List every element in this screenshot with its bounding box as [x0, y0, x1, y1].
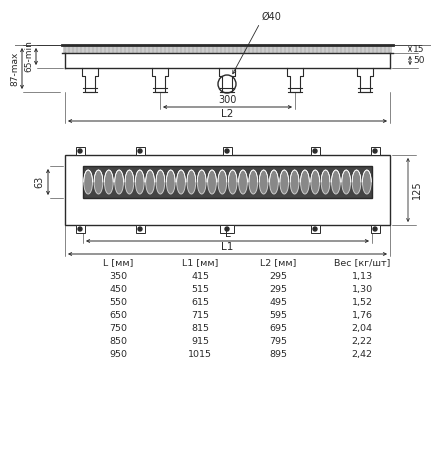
- Text: 795: 795: [269, 337, 287, 346]
- Ellipse shape: [166, 170, 175, 194]
- Ellipse shape: [259, 170, 268, 194]
- Text: 65-min: 65-min: [24, 40, 33, 72]
- Text: 495: 495: [269, 298, 287, 307]
- Text: 515: 515: [191, 285, 209, 294]
- Text: 2,22: 2,22: [351, 337, 372, 346]
- Circle shape: [78, 227, 82, 231]
- Ellipse shape: [249, 170, 258, 194]
- Text: 815: 815: [191, 324, 209, 333]
- Bar: [83, 166, 372, 198]
- Text: L1 [мм]: L1 [мм]: [182, 258, 218, 267]
- Text: 1,13: 1,13: [351, 272, 372, 281]
- Text: Вес [кг/шт]: Вес [кг/шт]: [334, 258, 390, 267]
- Text: Ø40: Ø40: [262, 12, 282, 22]
- Text: 15: 15: [413, 45, 425, 54]
- Text: 1,52: 1,52: [351, 298, 372, 307]
- Ellipse shape: [363, 170, 371, 194]
- Text: L: L: [225, 229, 231, 239]
- Text: 2,04: 2,04: [351, 324, 372, 333]
- Text: 550: 550: [109, 298, 127, 307]
- Ellipse shape: [239, 170, 248, 194]
- Ellipse shape: [321, 170, 330, 194]
- Text: 895: 895: [269, 350, 287, 359]
- Ellipse shape: [311, 170, 320, 194]
- Text: 950: 950: [109, 350, 127, 359]
- Ellipse shape: [280, 170, 289, 194]
- Ellipse shape: [146, 170, 154, 194]
- Ellipse shape: [352, 170, 361, 194]
- Ellipse shape: [269, 170, 278, 194]
- Ellipse shape: [104, 170, 113, 194]
- Circle shape: [225, 149, 229, 153]
- Text: L1: L1: [221, 242, 234, 252]
- Circle shape: [78, 149, 82, 153]
- Ellipse shape: [115, 170, 124, 194]
- Ellipse shape: [208, 170, 216, 194]
- Text: L2: L2: [221, 109, 234, 119]
- Text: 87-max: 87-max: [10, 51, 19, 86]
- Text: 750: 750: [109, 324, 127, 333]
- Circle shape: [138, 149, 142, 153]
- Ellipse shape: [156, 170, 165, 194]
- Ellipse shape: [342, 170, 351, 194]
- Ellipse shape: [197, 170, 206, 194]
- Text: 350: 350: [109, 272, 127, 281]
- Bar: [371, 225, 380, 233]
- Bar: [76, 147, 85, 155]
- Bar: [63, 45, 392, 53]
- Ellipse shape: [290, 170, 299, 194]
- Ellipse shape: [187, 170, 196, 194]
- Text: L [мм]: L [мм]: [103, 258, 133, 267]
- Ellipse shape: [125, 170, 134, 194]
- Circle shape: [373, 227, 377, 231]
- Text: 450: 450: [109, 285, 127, 294]
- Bar: [223, 225, 232, 233]
- Bar: [65, 155, 390, 225]
- Ellipse shape: [331, 170, 340, 194]
- Text: 295: 295: [269, 272, 287, 281]
- Bar: [311, 225, 320, 233]
- Ellipse shape: [228, 170, 237, 194]
- Text: 125: 125: [412, 181, 422, 199]
- Bar: [136, 147, 145, 155]
- Bar: [76, 225, 85, 233]
- Text: 2,42: 2,42: [351, 350, 372, 359]
- Text: 295: 295: [269, 285, 287, 294]
- Ellipse shape: [301, 170, 309, 194]
- Bar: [311, 147, 320, 155]
- Text: 300: 300: [218, 95, 237, 105]
- Bar: [371, 147, 380, 155]
- Ellipse shape: [84, 170, 93, 194]
- Text: L2 [мм]: L2 [мм]: [260, 258, 296, 267]
- Bar: [220, 225, 234, 233]
- Text: 915: 915: [191, 337, 209, 346]
- Text: 715: 715: [191, 311, 209, 320]
- Bar: [223, 147, 232, 155]
- Ellipse shape: [136, 170, 144, 194]
- Text: 415: 415: [191, 272, 209, 281]
- Bar: [136, 225, 145, 233]
- Text: 595: 595: [269, 311, 287, 320]
- Circle shape: [373, 149, 377, 153]
- Ellipse shape: [177, 170, 186, 194]
- Text: 1,30: 1,30: [351, 285, 372, 294]
- Text: 850: 850: [109, 337, 127, 346]
- Ellipse shape: [218, 170, 227, 194]
- Ellipse shape: [94, 170, 103, 194]
- Circle shape: [313, 149, 317, 153]
- Text: 650: 650: [109, 311, 127, 320]
- Text: 1015: 1015: [188, 350, 212, 359]
- Circle shape: [138, 227, 142, 231]
- Text: 63: 63: [34, 176, 44, 188]
- Text: 615: 615: [191, 298, 209, 307]
- Circle shape: [313, 227, 317, 231]
- Circle shape: [225, 227, 229, 231]
- Text: 50: 50: [413, 56, 425, 65]
- Text: 1,76: 1,76: [351, 311, 372, 320]
- Text: 695: 695: [269, 324, 287, 333]
